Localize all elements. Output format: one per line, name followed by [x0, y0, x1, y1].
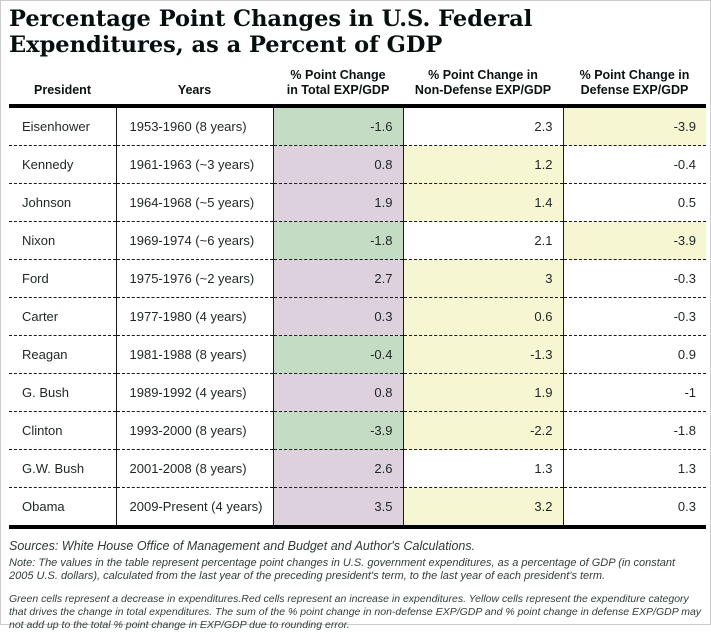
- president-cell: Carter: [9, 297, 116, 336]
- years-cell: 1975-1976 (~2 years): [115, 259, 273, 298]
- years-cell: 1993-2000 (8 years): [115, 411, 273, 450]
- nondefense-exp-cell: 0.6: [402, 297, 563, 336]
- page-title: Percentage Point Changes in U.S. Federal…: [9, 6, 533, 58]
- nondefense-exp-cell: -2.2: [402, 411, 563, 450]
- nondefense-exp-cell: 1.3: [402, 449, 563, 488]
- table-row: Reagan 1981-1988 (8 years) -0.4 -1.3 0.9: [9, 335, 706, 374]
- column-header-total-exp: % Point Change in Total EXP/GDP: [273, 62, 403, 108]
- table-row: Nixon 1969-1974 (~6 years) -1.8 2.1 -3.9: [9, 221, 706, 260]
- president-cell: Reagan: [9, 335, 116, 374]
- table-body: Eisenhower 1953-1960 (8 years) -1.6 2.3 -3.9…: [9, 106, 706, 529]
- table-row: Obama 2009-Present (4 years) 3.5 3.2 0.3: [9, 487, 706, 529]
- president-cell: G. Bush: [9, 373, 116, 412]
- total-exp-cell: 2.7: [272, 259, 403, 298]
- president-cell: Johnson: [9, 183, 116, 222]
- column-header-years: Years: [116, 62, 273, 108]
- table-row: Eisenhower 1953-1960 (8 years) -1.6 2.3 -3.9: [9, 106, 706, 146]
- total-exp-cell: -1.6: [272, 106, 403, 146]
- column-header-defense-exp: % Point Change in Defense EXP/GDP: [563, 62, 706, 108]
- note-line: Note: The values in the table represent …: [9, 557, 676, 582]
- table-row: Kennedy 1961-1963 (~3 years) 0.8 1.2 -0.4: [9, 145, 706, 184]
- defense-exp-cell: -0.3: [562, 259, 706, 298]
- defense-exp-cell: -3.9: [562, 221, 706, 260]
- defense-exp-cell: -1: [562, 373, 706, 412]
- years-cell: 1961-1963 (~3 years): [115, 145, 273, 184]
- nondefense-exp-cell: 1.2: [402, 145, 563, 184]
- table-row: G.W. Bush 2001-2008 (8 years) 2.6 1.3 1.3: [9, 449, 706, 488]
- years-cell: 1969-1974 (~6 years): [115, 221, 273, 260]
- years-cell: 1981-1988 (8 years): [115, 335, 273, 374]
- president-cell: Ford: [9, 259, 116, 298]
- years-cell: 2001-2008 (8 years): [115, 449, 273, 488]
- nondefense-exp-cell: 2.3: [402, 106, 563, 146]
- figure-footer: Sources: White House Office of Managemen…: [9, 538, 702, 632]
- column-header-nondefense-exp: % Point Change in Non-Defense EXP/GDP: [403, 62, 563, 108]
- expenditures-table: President Years % Point Change in Total …: [9, 62, 706, 529]
- years-cell: 1977-1980 (4 years): [115, 297, 273, 336]
- years-cell: 1989-1992 (4 years): [115, 373, 273, 412]
- nondefense-exp-cell: 1.4: [402, 183, 563, 222]
- nondefense-exp-cell: 3.2: [402, 487, 563, 529]
- president-cell: Eisenhower: [9, 106, 116, 146]
- color-legend-note: Green cells represent a decrease in expe…: [9, 593, 702, 631]
- total-exp-cell: 0.3: [272, 297, 403, 336]
- total-exp-cell: 3.5: [272, 487, 403, 529]
- nondefense-exp-cell: 2.1: [402, 221, 563, 260]
- years-cell: 1953-1960 (8 years): [115, 106, 273, 146]
- defense-exp-cell: -1.8: [562, 411, 706, 450]
- years-cell: 1964-1968 (~5 years): [115, 183, 273, 222]
- defense-exp-cell: -3.9: [562, 106, 706, 146]
- total-exp-cell: 2.6: [272, 449, 403, 488]
- defense-exp-cell: -0.3: [562, 297, 706, 336]
- nondefense-exp-cell: 3: [402, 259, 563, 298]
- president-cell: Obama: [9, 487, 116, 529]
- total-exp-cell: 0.8: [272, 373, 403, 412]
- table-row: Clinton 1993-2000 (8 years) -3.9 -2.2 -1.8: [9, 411, 706, 450]
- president-cell: Clinton: [9, 411, 116, 450]
- nondefense-exp-cell: 1.9: [402, 373, 563, 412]
- president-cell: G.W. Bush: [9, 449, 116, 488]
- table-header: President Years % Point Change in Total …: [9, 62, 706, 108]
- defense-exp-cell: -0.4: [562, 145, 706, 184]
- total-exp-cell: 1.9: [272, 183, 403, 222]
- total-exp-cell: 0.8: [272, 145, 403, 184]
- table-row: Ford 1975-1976 (~2 years) 2.7 3 -0.3: [9, 259, 706, 298]
- column-header-president: President: [9, 62, 116, 108]
- president-cell: Nixon: [9, 221, 116, 260]
- defense-exp-cell: 1.3: [562, 449, 706, 488]
- years-cell: 2009-Present (4 years): [115, 487, 273, 529]
- total-exp-cell: -1.8: [272, 221, 403, 260]
- defense-exp-cell: 0.3: [562, 487, 706, 529]
- table-row: G. Bush 1989-1992 (4 years) 0.8 1.9 -1: [9, 373, 706, 412]
- total-exp-cell: -3.9: [272, 411, 403, 450]
- table-row: Johnson 1964-1968 (~5 years) 1.9 1.4 0.5: [9, 183, 706, 222]
- president-cell: Kennedy: [9, 145, 116, 184]
- defense-exp-cell: 0.9: [562, 335, 706, 374]
- nondefense-exp-cell: -1.3: [402, 335, 563, 374]
- total-exp-cell: -0.4: [272, 335, 403, 374]
- sources-line: Sources: White House Office of Managemen…: [9, 539, 476, 553]
- defense-exp-cell: 0.5: [562, 183, 706, 222]
- table-row: Carter 1977-1980 (4 years) 0.3 0.6 -0.3: [9, 297, 706, 336]
